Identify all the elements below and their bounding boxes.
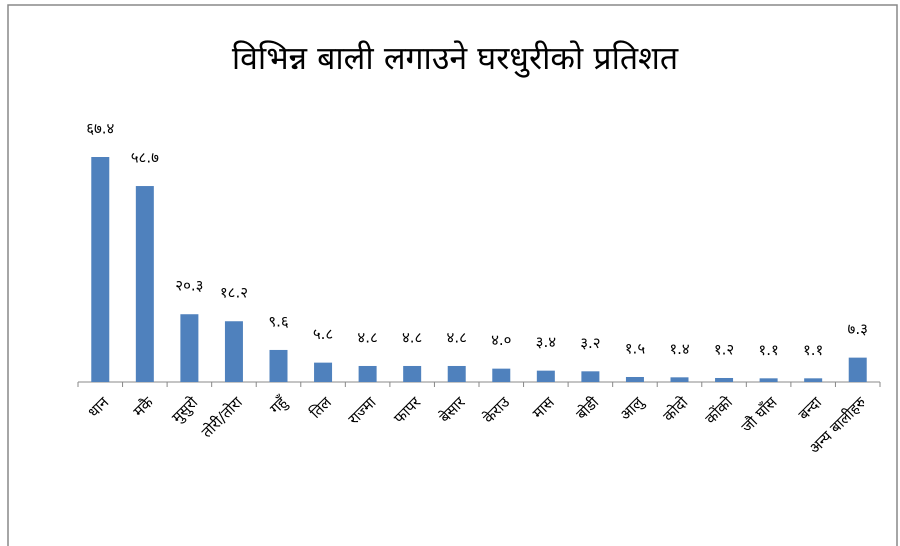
bar [224,321,243,382]
value-label: ४.८ [447,328,467,346]
bar [180,314,199,382]
value-label: ४.८ [402,328,422,346]
value-label: १८.२ [220,284,248,302]
value-label: २०.३ [175,277,203,295]
bar [581,371,600,382]
value-label: ७.३ [848,320,868,338]
bar [91,157,110,382]
value-label: १.१ [803,341,823,359]
value-label: ३.४ [536,333,557,351]
bar [269,349,288,382]
bar [447,365,466,382]
value-label: १.१ [758,341,778,359]
value-label: ५८.७ [131,149,159,167]
bar [403,365,422,382]
bar [804,378,823,382]
bar [759,378,778,382]
bar [625,376,644,382]
bar [492,368,511,382]
value-label: १.२ [714,340,734,358]
value-label: ४.८ [357,328,377,346]
bar [135,186,154,382]
chart-title: विभिन्न बाली लगाउने घरधुरीको प्रतिशत [232,39,679,78]
chart-frame [7,4,898,546]
bar [670,377,689,382]
bar [715,377,734,382]
bar [536,370,555,382]
value-label: १.५ [625,339,646,357]
value-label: ३.२ [580,334,600,352]
bar [358,365,377,382]
value-label: ६७.४ [86,120,114,138]
bar [314,362,333,382]
bar [848,357,867,382]
value-label: १.४ [669,340,690,358]
value-label: ४.० [491,331,511,349]
value-label: ५.८ [313,325,333,343]
value-label: ९.६ [268,312,289,330]
